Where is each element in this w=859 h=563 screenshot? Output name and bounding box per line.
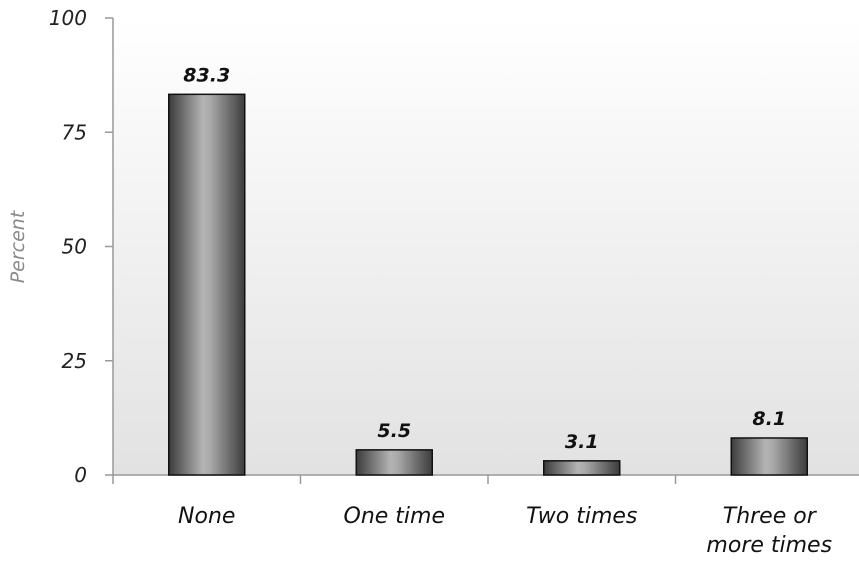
y-axis-title: Percent: [7, 209, 29, 283]
bars: [168, 93, 808, 476]
y-axis: 0 25 50 75 100: [49, 6, 114, 487]
y-tick-label: 100: [49, 6, 87, 30]
y-tick-label: 50: [62, 235, 87, 259]
x-tick-label: Three or: [723, 504, 818, 529]
x-tick-label: One time: [344, 504, 446, 529]
y-tick-label: 75: [62, 120, 87, 144]
data-labels: 83.3 5.5 3.1 8.1: [183, 64, 786, 453]
x-tick-label: None: [178, 504, 235, 529]
bar: [168, 93, 246, 476]
x-axis: None One time Two times Three or more times: [112, 474, 859, 558]
x-tick-label: more times: [706, 533, 832, 558]
y-tick-label: 0: [74, 463, 87, 487]
x-tick-label: Two times: [526, 504, 637, 529]
bar: [730, 437, 808, 476]
data-label: 8.1: [752, 408, 786, 430]
bar: [355, 449, 433, 476]
data-label: 5.5: [377, 420, 411, 442]
y-tick-label: 25: [62, 349, 87, 373]
bar: [543, 460, 621, 476]
data-label: 3.1: [565, 431, 599, 453]
data-label: 83.3: [183, 64, 230, 86]
